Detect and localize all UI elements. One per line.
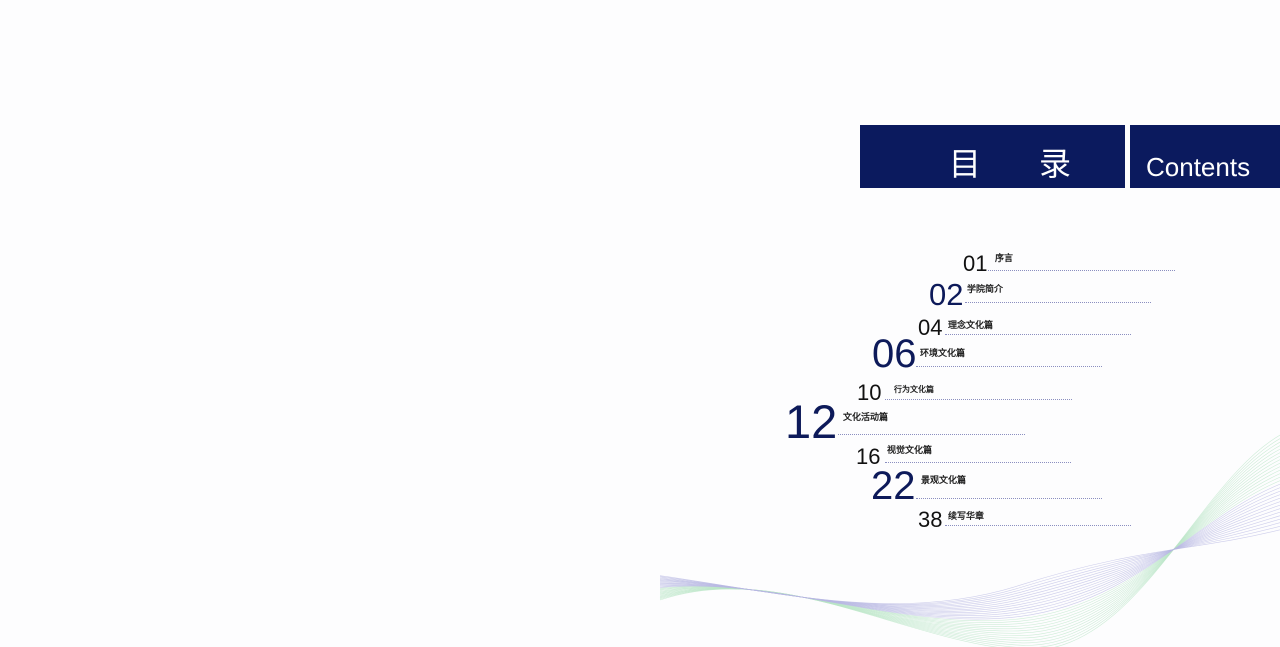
title-en: Contents (1146, 152, 1251, 182)
title-cn: 目 录 (948, 145, 1095, 183)
toc-page-number: 01 (963, 251, 988, 276)
leader-line (838, 434, 1025, 435)
toc-title[interactable]: 学院简介 (967, 285, 1004, 295)
leader-line (916, 366, 1102, 367)
wave-line (659, 518, 1280, 607)
leader-line (945, 525, 1131, 526)
toc-title[interactable]: 视觉文化篇 (887, 446, 933, 456)
toc-page-number: 38 (918, 507, 943, 532)
leader-line (988, 270, 1175, 271)
leader-line (885, 399, 1072, 400)
wave-line (659, 490, 1280, 617)
leader-line (965, 302, 1151, 303)
wave-line (659, 515, 1280, 608)
toc-title[interactable]: 行为文化篇 (894, 385, 934, 394)
toc-title[interactable]: 续写华章 (948, 512, 985, 522)
toc-title[interactable]: 理念文化篇 (948, 321, 994, 331)
leader-line (916, 498, 1102, 499)
leader-line (885, 462, 1071, 463)
wave-line (659, 511, 1280, 609)
toc-page-number: 22 (871, 464, 916, 508)
toc-page-number: 12 (785, 395, 838, 448)
contents-header-cn: 目 录 (860, 125, 1125, 188)
toc-page-number: 04 (918, 315, 943, 340)
wave-line (659, 476, 1280, 624)
wave-line (659, 529, 1280, 604)
wave-line (659, 483, 1280, 620)
toc-page-number: 02 (929, 277, 964, 312)
toc-title[interactable]: 文化活动篇 (843, 413, 889, 423)
contents-header-en: Contents (1130, 125, 1280, 188)
toc-page-number: 10 (857, 380, 882, 405)
toc-page-number: 06 (872, 332, 917, 376)
toc-title[interactable]: 环境文化篇 (920, 349, 966, 359)
leader-line (945, 334, 1131, 335)
toc-title[interactable]: 景观文化篇 (921, 476, 967, 486)
wave-line (659, 494, 1280, 615)
toc-page-number: 16 (856, 444, 881, 469)
toc-title[interactable]: 序言 (995, 254, 1014, 264)
